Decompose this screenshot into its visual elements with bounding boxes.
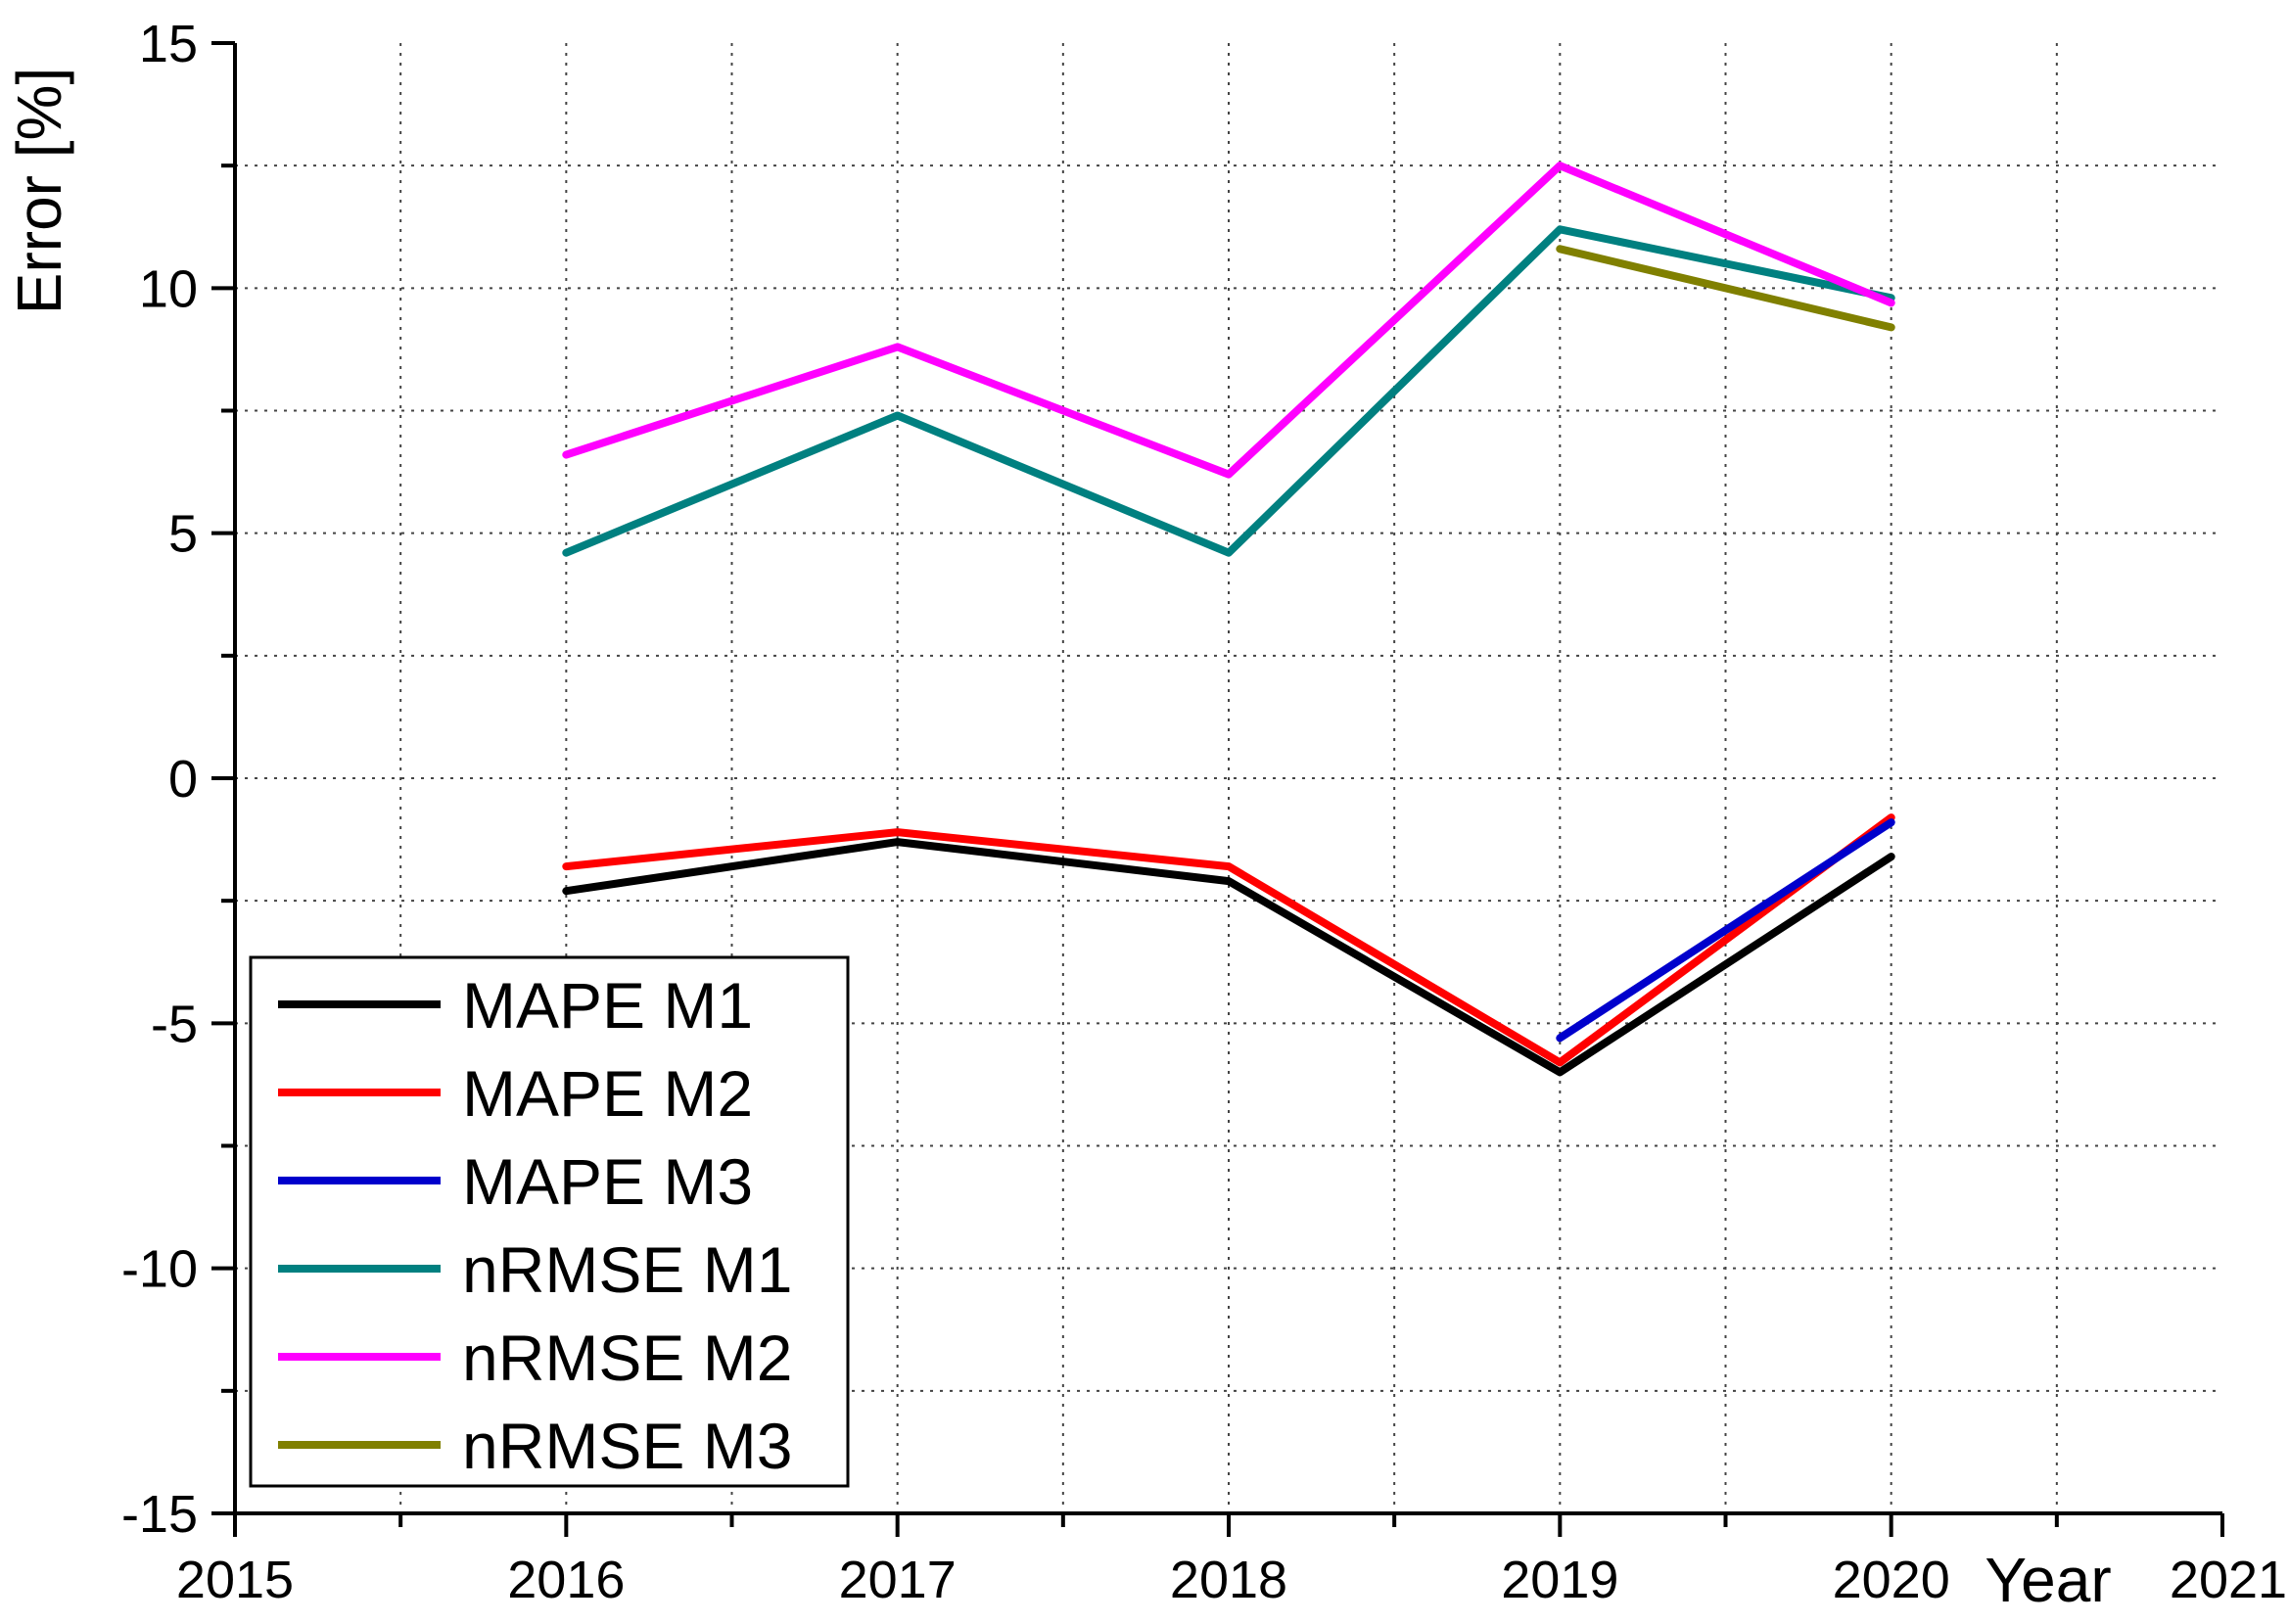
y-tick-label: -15 (121, 1485, 198, 1544)
x-tick-label: 2021 (2170, 1551, 2287, 1609)
data-series (562, 162, 1895, 1077)
y-axis-title: Error [%] (4, 68, 74, 314)
series-line-nrmse-m1 (562, 225, 1895, 557)
series-line-mape-m3 (1556, 818, 1895, 1043)
x-axis-title: Year (1985, 1545, 2111, 1615)
x-tick-label: 2016 (507, 1551, 625, 1609)
y-tick-label: 5 (168, 505, 198, 564)
legend-label: MAPE M1 (462, 969, 753, 1042)
axes (211, 41, 2224, 1537)
legend-box (249, 955, 850, 1488)
legend: MAPE M1 MAPE M2 MAPE M3 nRMSE M1 nRMSE M2 nRM… (249, 955, 850, 1488)
x-tick-label: 2017 (839, 1551, 957, 1609)
legend-label: nRMSE M1 (462, 1233, 792, 1306)
series-line-nrmse-m2 (562, 162, 1895, 479)
tick-labels: 15 10 5 0 -5 -10 -15 2015 2016 2017 2018 2019 2020 20… (121, 15, 2287, 1609)
legend-label: MAPE M2 (462, 1057, 753, 1130)
y-tick-label: -5 (151, 995, 198, 1053)
y-tick-label: -10 (121, 1240, 198, 1299)
x-tick-label: 2019 (1501, 1551, 1618, 1609)
x-tick-label: 2020 (1833, 1551, 1950, 1609)
y-tick-label: 0 (168, 750, 198, 809)
legend-label: nRMSE M3 (462, 1410, 792, 1482)
y-tick-label: 10 (139, 259, 198, 318)
series-line-nrmse-m3 (1556, 245, 1895, 332)
legend-label: MAPE M3 (462, 1145, 753, 1218)
series-line-mape-m2 (562, 813, 1895, 1067)
legend-label: nRMSE M2 (462, 1322, 792, 1394)
x-tick-label: 2018 (1170, 1551, 1287, 1609)
x-tick-label: 2015 (176, 1551, 294, 1609)
y-tick-label: 15 (139, 15, 198, 73)
series-line-mape-m1 (562, 838, 1895, 1077)
